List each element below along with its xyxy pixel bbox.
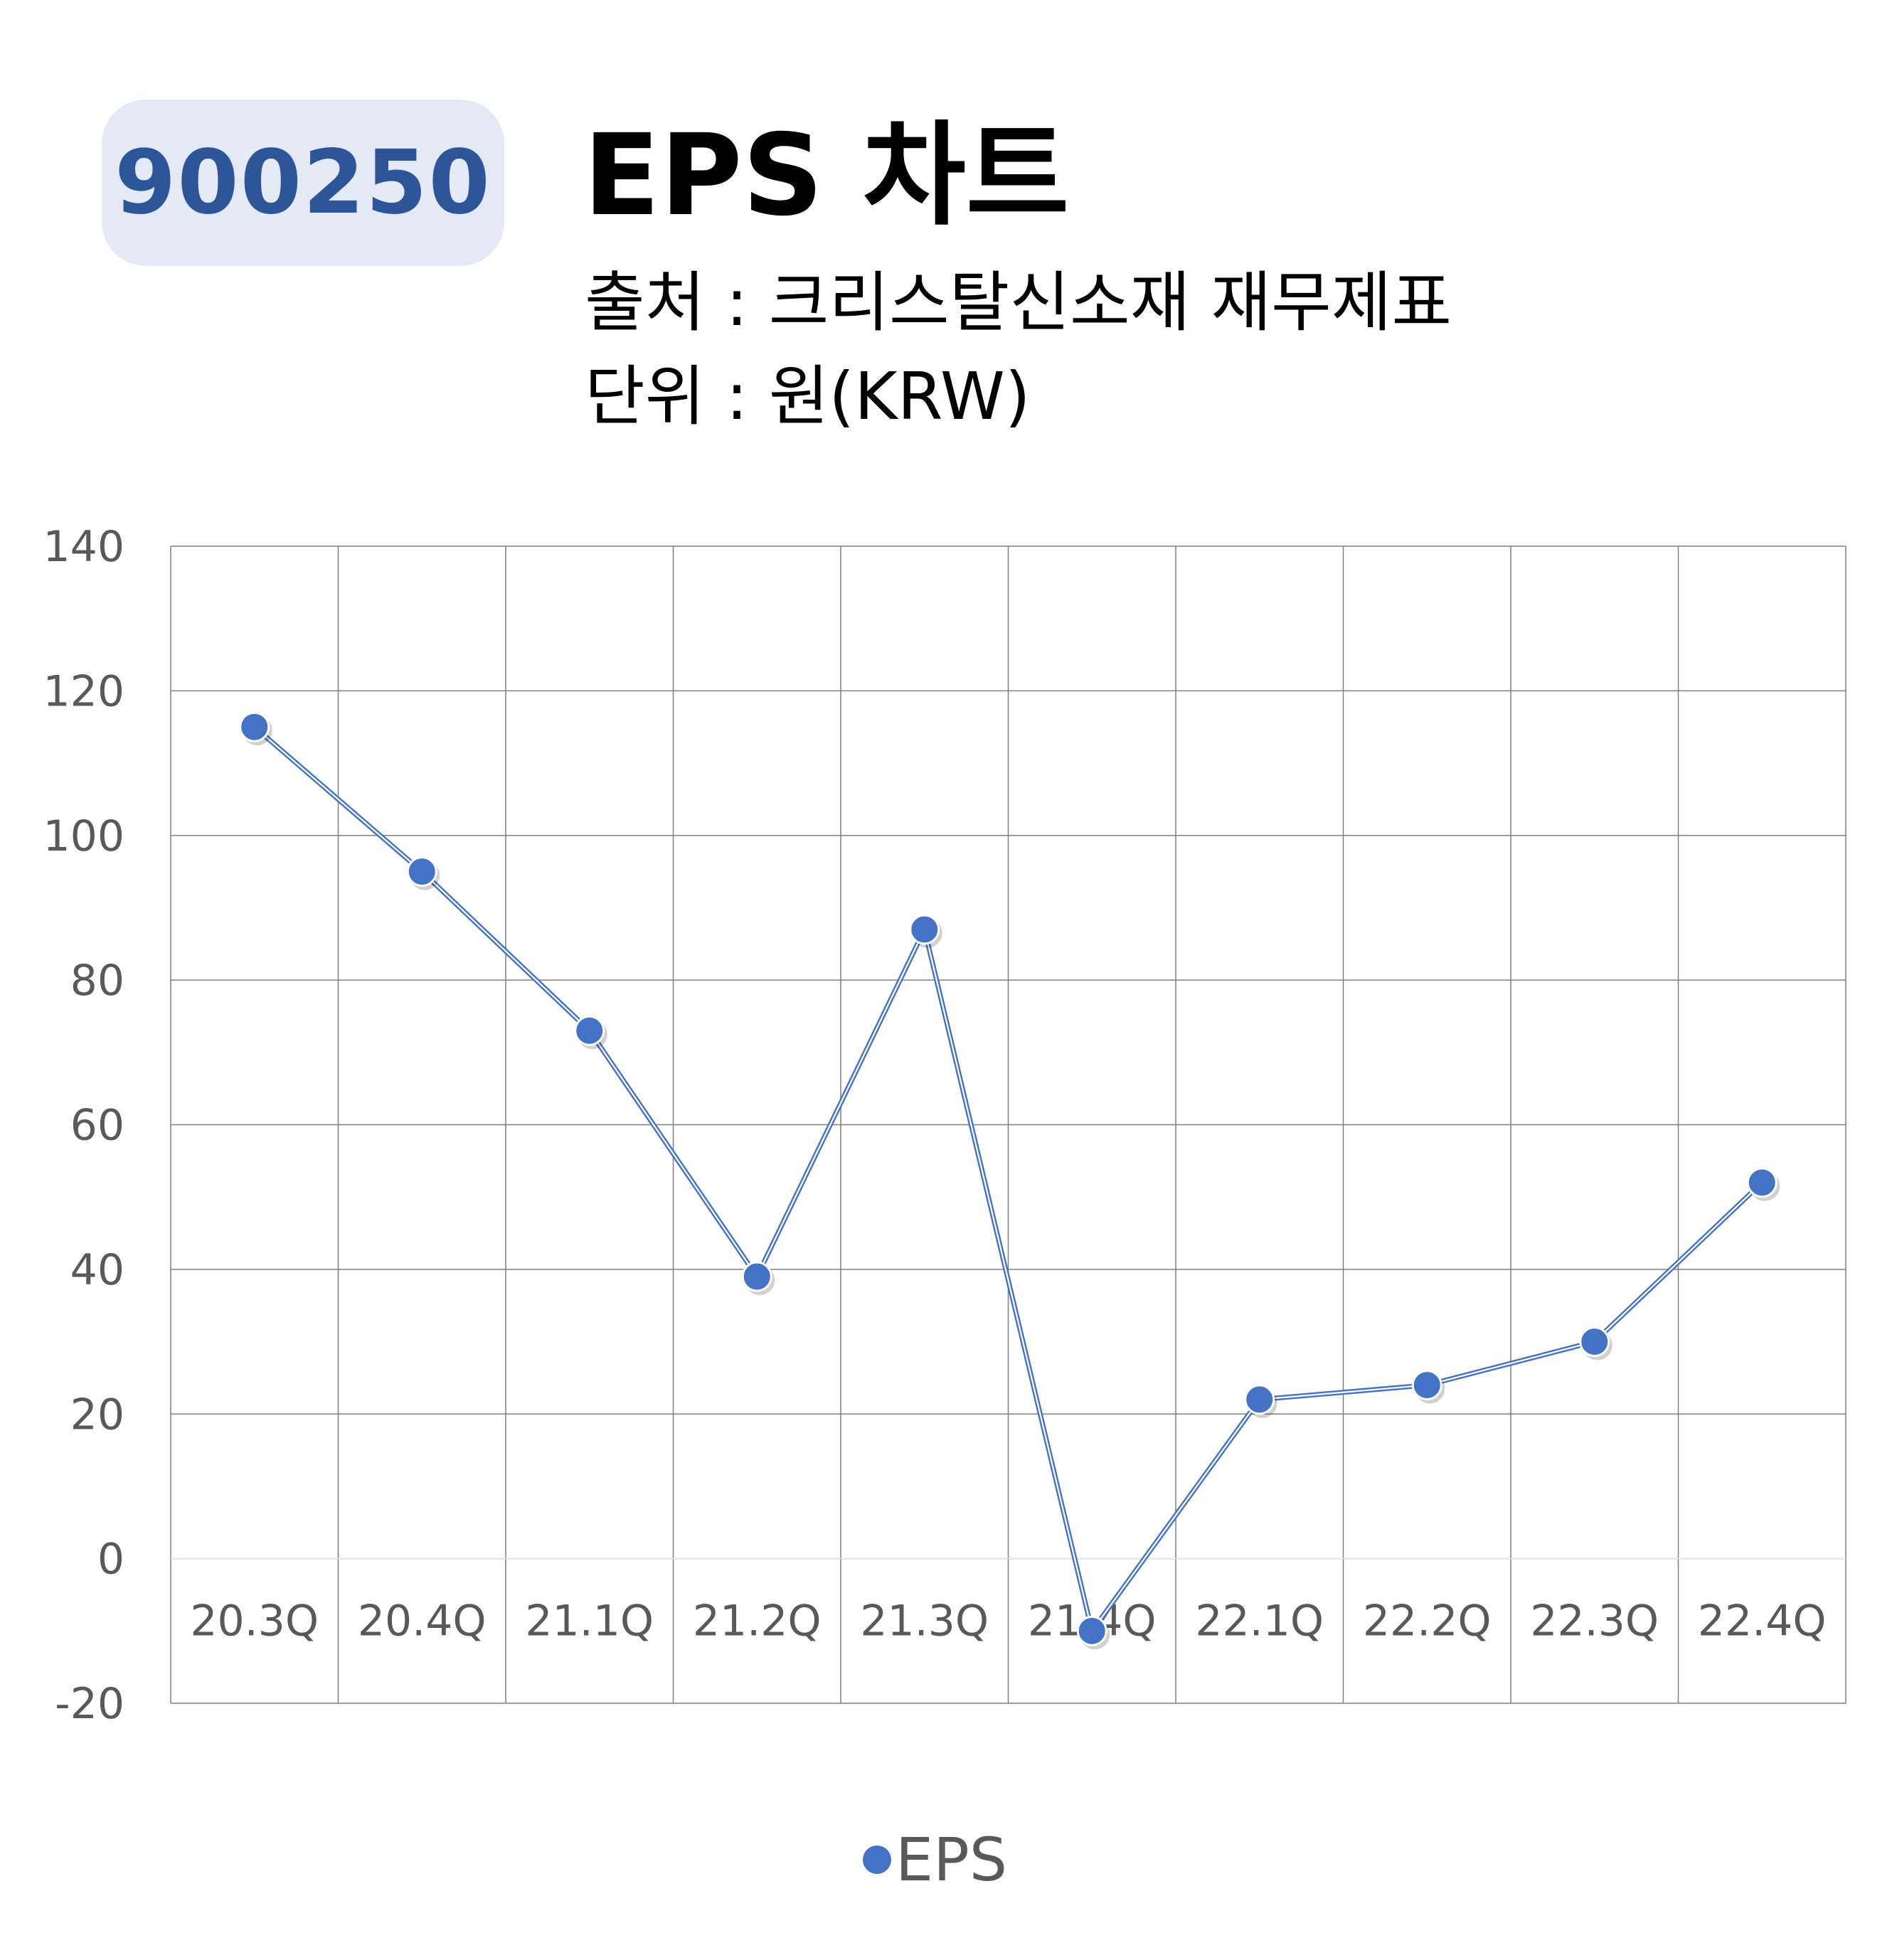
y-tick-label: 60: [70, 1101, 124, 1151]
data-point: [741, 1261, 772, 1292]
x-tick-label: 22.2Q: [1363, 1597, 1492, 1646]
legend-marker-icon: [863, 1846, 891, 1874]
y-tick-label: 20: [70, 1390, 124, 1439]
x-tick-label: 22.1Q: [1195, 1597, 1324, 1646]
data-point: [1746, 1167, 1778, 1198]
y-tick-label: -20: [55, 1679, 124, 1729]
data-point: [239, 711, 270, 742]
grid: [170, 545, 1846, 1704]
x-tick-label: 21.1Q: [525, 1597, 654, 1646]
x-tick-label: 20.4Q: [358, 1597, 487, 1646]
chart-title: EPS 차트: [583, 110, 1070, 241]
source-text: 출처 : 크리스탈신소재 재무제표: [585, 265, 1452, 341]
legend-label: EPS: [896, 1825, 1008, 1895]
series-eps: [239, 711, 1780, 1650]
data-point: [1244, 1384, 1275, 1415]
data-point: [1579, 1326, 1610, 1358]
y-tick-label: 140: [43, 522, 124, 572]
x-tick-label: 20.3Q: [190, 1597, 319, 1646]
data-point: [909, 914, 940, 945]
data-point: [406, 856, 437, 888]
y-tick-label: 80: [70, 956, 124, 1006]
y-tick-label: 40: [70, 1245, 124, 1295]
data-point: [1411, 1370, 1442, 1401]
x-axis-ticks: 20.3Q20.4Q21.1Q21.2Q21.3Q21.4Q22.1Q22.2Q…: [190, 1597, 1826, 1646]
x-tick-label: 21.3Q: [860, 1597, 989, 1646]
stock-code-badge: 900250: [102, 100, 504, 266]
y-tick-label: 120: [43, 666, 124, 716]
unit-text: 단위 : 원(KRW): [585, 358, 1031, 435]
stock-code: 900250: [115, 132, 491, 234]
legend: EPS: [863, 1824, 1007, 1895]
x-tick-label: 22.3Q: [1530, 1597, 1659, 1646]
y-tick-label: 0: [97, 1535, 124, 1584]
y-axis-ticks: 140 120 100 80 60 40 20 0 -20: [43, 522, 124, 1729]
series-line: [254, 726, 1763, 1632]
x-tick-label: 22.4Q: [1698, 1597, 1827, 1646]
data-point: [574, 1015, 605, 1046]
x-tick-label: 21.2Q: [693, 1597, 822, 1646]
y-tick-label: 100: [43, 811, 124, 861]
data-point: [1076, 1615, 1107, 1646]
